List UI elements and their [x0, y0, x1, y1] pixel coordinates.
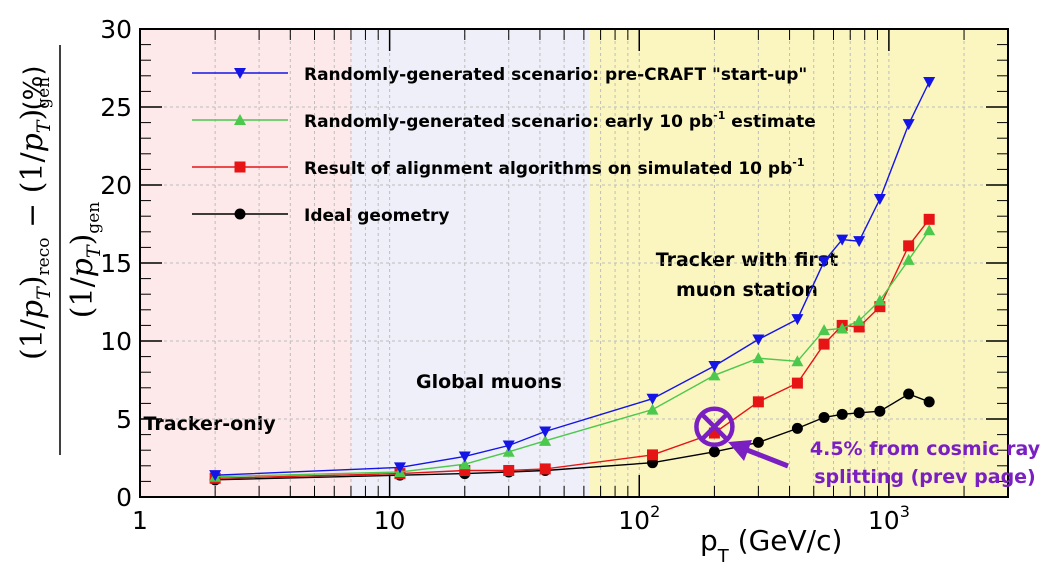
y-tick-label: 10: [100, 327, 132, 356]
data-point: [539, 426, 552, 438]
legend: Randomly-generated scenario: pre-CRAFT "…: [192, 65, 816, 226]
legend-entry-2: Result of alignment algorithms on simula…: [192, 156, 805, 179]
data-point: [818, 256, 831, 268]
legend-entry-0: Randomly-generated scenario: pre-CRAFT "…: [192, 65, 807, 85]
data-point: [708, 446, 720, 458]
data-point: [853, 321, 865, 333]
data-point: [646, 403, 659, 415]
data-point: [646, 393, 659, 405]
annotation-text: splitting (prev page): [814, 466, 1036, 488]
legend-marker: [234, 114, 246, 125]
y-tick-label: 15: [100, 249, 132, 278]
y-tick-label: 0: [116, 483, 132, 512]
x-tick-label: 102: [618, 502, 660, 535]
annotation-arrow-shaft: [746, 447, 789, 469]
region-label: Global muons: [416, 371, 562, 393]
data-point: [752, 334, 765, 346]
data-point: [791, 314, 804, 326]
data-point: [708, 360, 721, 372]
data-point: [853, 407, 865, 419]
data-point: [902, 253, 915, 265]
svg-text:(1/pT)gen: (1/pT)gen: [65, 202, 105, 318]
region-label: Tracker-only: [144, 413, 277, 435]
annotation-arrow-head: [728, 440, 752, 461]
data-point: [708, 427, 720, 439]
data-point: [459, 464, 471, 476]
legend-marker: [234, 68, 246, 79]
data-point: [923, 396, 935, 408]
data-point: [752, 396, 764, 408]
y-tick-label: 5: [116, 405, 132, 434]
annotation-text: 4.5% from cosmic ray: [810, 438, 1041, 460]
data-point: [393, 462, 406, 474]
y-tick-label: 25: [100, 93, 132, 122]
annotation-cross: [700, 412, 729, 442]
y-tick-label: 20: [100, 171, 132, 200]
data-point: [209, 470, 222, 482]
annotation-marker: [694, 406, 735, 448]
data-point: [923, 77, 936, 89]
legend-marker: [234, 161, 246, 173]
data-point: [539, 434, 552, 446]
legend-entry-3: Ideal geometry: [192, 206, 449, 226]
data-point: [836, 322, 849, 334]
x-axis-label: pT (GeV/c): [700, 524, 842, 567]
data-point: [903, 240, 915, 252]
data-point: [853, 314, 866, 326]
data-point: [791, 422, 803, 434]
legend-label: Result of alignment algorithms on simula…: [304, 156, 805, 179]
data-point: [791, 377, 803, 389]
legend-entry-1: Randomly-generated scenario: early 10 pb…: [192, 109, 816, 132]
y-axis-label: (1/pT)reco − (1/pT)gen (1/pT)gen (%): [15, 45, 105, 455]
data-point: [458, 451, 471, 463]
data-point: [903, 388, 915, 400]
legend-label: Randomly-generated scenario: early 10 pb…: [304, 109, 816, 132]
svg-text:(1/pT)reco − (1/pT)gen: (1/pT)reco − (1/pT)gen: [15, 77, 55, 360]
data-point: [923, 213, 935, 225]
data-point: [873, 194, 886, 206]
data-point: [923, 224, 936, 236]
y-label-denominator: (1/pT)gen: [65, 202, 105, 318]
axes: 0 5 10 15 20 25 30 1 10 102 103: [100, 15, 1009, 535]
data-point: [502, 440, 515, 452]
data-point: [874, 405, 886, 417]
data-point: [752, 436, 764, 448]
region-label: muon station: [676, 279, 818, 301]
legend-label: Randomly-generated scenario: pre-CRAFT "…: [304, 65, 807, 85]
data-point: [708, 369, 721, 381]
data-point: [836, 408, 848, 420]
data-point: [503, 464, 515, 476]
data-point: [539, 463, 551, 475]
y-axis-unit: (%): [19, 66, 49, 111]
data-point: [818, 338, 830, 350]
x-tick-label: 10: [374, 506, 406, 535]
data-point: [818, 324, 831, 336]
legend-label: Ideal geometry: [304, 206, 449, 226]
annotation-circle: [694, 406, 735, 448]
data-point: [818, 411, 830, 423]
data-point: [647, 449, 659, 461]
data-point: [874, 301, 886, 313]
series-0: [209, 77, 936, 482]
data-point: [873, 294, 886, 306]
data-point: [458, 458, 471, 470]
grid: [140, 29, 1009, 497]
y-label-numerator: (1/pT)reco − (1/pT)gen: [15, 77, 55, 360]
annotation-arrow: [728, 440, 789, 469]
data-point: [853, 236, 866, 248]
y-tick-label: 30: [100, 15, 132, 44]
region-label: Tracker with first: [656, 249, 838, 271]
annotation: 4.5% from cosmic ray splitting (prev page…: [694, 406, 1041, 488]
legend-marker: [234, 208, 246, 220]
data-point: [836, 234, 849, 246]
series-layer: [209, 77, 936, 486]
data-point: [902, 119, 915, 131]
data-point: [752, 352, 765, 364]
x-tick-label: 103: [868, 502, 910, 535]
x-tick-label: 1: [132, 506, 148, 535]
data-point: [791, 355, 804, 367]
